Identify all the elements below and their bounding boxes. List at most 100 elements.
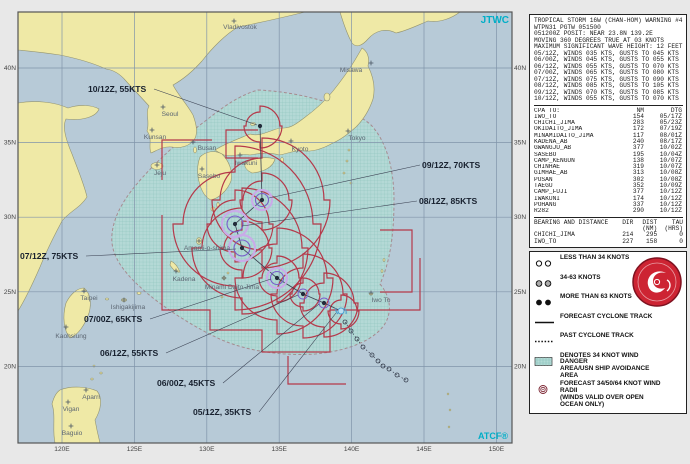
lat-label: 35N [514,140,526,147]
label-pointer-line [222,303,320,384]
city-label: Kadena [173,276,196,283]
cpa-row: IWO_TO 154 05/17Z [534,112,682,120]
wind-radii-ring [243,105,283,149]
legend-item: LESS THAN 34 KNOTS [534,254,684,273]
forecast-position [300,291,306,297]
island [446,392,450,396]
warning-panel: TROPICAL STORM 16W (CHAN-HOM) WARNING #4… [529,14,687,249]
city-marker [231,18,237,24]
land [339,11,461,47]
city-label: Busan [198,145,217,152]
past-position [354,336,360,342]
track-point-label: 09/12Z, 70KTS [422,160,481,170]
bearing-table: BEARING AND DISTANCE DIR DIST TAU (NM) (HRS) C… [534,218,684,246]
city-label: Kaohsiung [55,333,86,340]
lat-label: 30N [4,214,16,221]
forecast-position [259,197,265,203]
line-solid-icon [535,321,554,323]
label-pointer-line [241,200,418,227]
divider [534,104,683,106]
wind-danger-step [161,215,421,353]
city-marker [81,288,87,294]
r64-ring [233,239,251,257]
lon-label: 125E [127,446,143,453]
wind-radii-ring [239,172,293,231]
legend-item: DENOTES 34 KNOT WIND DANGER AREA/USN SHI… [534,352,684,380]
current-position-icon [337,307,345,315]
r64-ring [254,192,270,208]
lon-label: 130E [199,446,215,453]
bearing-header: BEARING AND DISTANCE DIR DIST TAU [534,218,684,226]
wind-danger-step [287,356,346,385]
city-marker [368,60,374,66]
lat-label: 20N [4,363,16,370]
atcf-watermark: ATCF® [478,431,508,441]
lat-label: 25N [4,289,16,296]
legend-symbol [534,314,560,332]
label-pointer-line [268,164,421,199]
warning-line: 06/12Z, WINDS 055 KTS, GUSTS TO 070 KTS [534,62,679,70]
map-frame [17,11,513,444]
radii-rings-icon [538,385,548,395]
jtwc-seal [631,256,683,308]
lat-label: 25N [514,289,526,296]
r64-ring [226,215,244,233]
cpa-row: SASEBO 195 10/04Z [534,150,682,158]
wind-danger-step [225,129,258,159]
legend-item: FORECAST CYCLONE TRACK [534,313,684,332]
info-panel: TROPICAL STORM 16W (CHAN-HOM) WARNING #4… [529,14,687,415]
island [380,269,384,273]
wind-radii-ring [258,255,302,303]
circles-open-icon [535,260,552,267]
island [347,148,351,152]
legend-item: FORECAST 34/50/64 KNOT WIND RADII (WINDS… [534,380,684,408]
r64-ring [318,297,330,309]
legend-symbol [534,333,560,351]
city-marker [345,128,351,134]
city-marker [288,138,294,144]
track-point-label: 08/12Z, 85KTS [419,196,478,206]
lat-label: 40N [4,65,16,72]
label-pointer-line [149,278,272,320]
cpa-header: CPA TO: NM DTG [534,107,683,114]
wind-danger-step [161,139,212,180]
r50-ring [265,266,289,290]
track-point-label: 06/00Z, 45KTS [157,378,216,388]
city-label: Kyoto [292,146,309,153]
cpa-row: CHINHAE 319 10/07Z [534,163,682,171]
lat-label: 20N [514,363,526,370]
forecast-positions [220,123,347,315]
land [214,47,375,156]
cpa-row: OKIDAITO_JIMA 172 07/19Z [534,125,682,133]
lat-label: 35N [4,140,16,147]
past-position [386,366,392,372]
city-label: Iwo To [372,297,391,304]
city-marker [196,238,202,244]
past-position [380,363,386,369]
legend-label: PAST CYCLONE TRACK [560,332,634,340]
city-marker [199,166,205,172]
jtwc-watermark: JTWC [481,15,509,26]
city-label: Minami Daito Jima [205,284,260,291]
divider [534,216,683,218]
line-dotted-icon [535,340,554,343]
label-pointer-line [165,294,299,354]
r64-ring [269,270,285,286]
track-point-label: 06/12Z, 55KTS [100,348,159,358]
label-pointer-line [258,312,337,413]
city-marker [368,290,374,296]
city-label: Kunsan [144,134,167,141]
warning-line: 08/12Z, WINDS 085 KTS, GUSTS TO 105 KTS [534,82,679,89]
circles-ts-icon [535,279,552,287]
city-label: Vladivostok [223,24,257,31]
grid-labels: 40N 40N 35N 35N 30N 30N 25N 25N 20N 20N 120E 125E 13… [4,65,526,453]
cpa-row: CHICHI_JIMA 283 05/23Z [534,119,682,127]
island [90,377,94,381]
warning-text: TROPICAL STORM 16W (CHAN-HOM) WARNING #4… [534,17,683,103]
cpa-row: GWANGJU_AB 377 10/02Z [534,144,682,152]
past-position [342,319,348,325]
island [99,371,103,375]
wind-radii-ring [172,145,322,311]
island [105,297,109,301]
